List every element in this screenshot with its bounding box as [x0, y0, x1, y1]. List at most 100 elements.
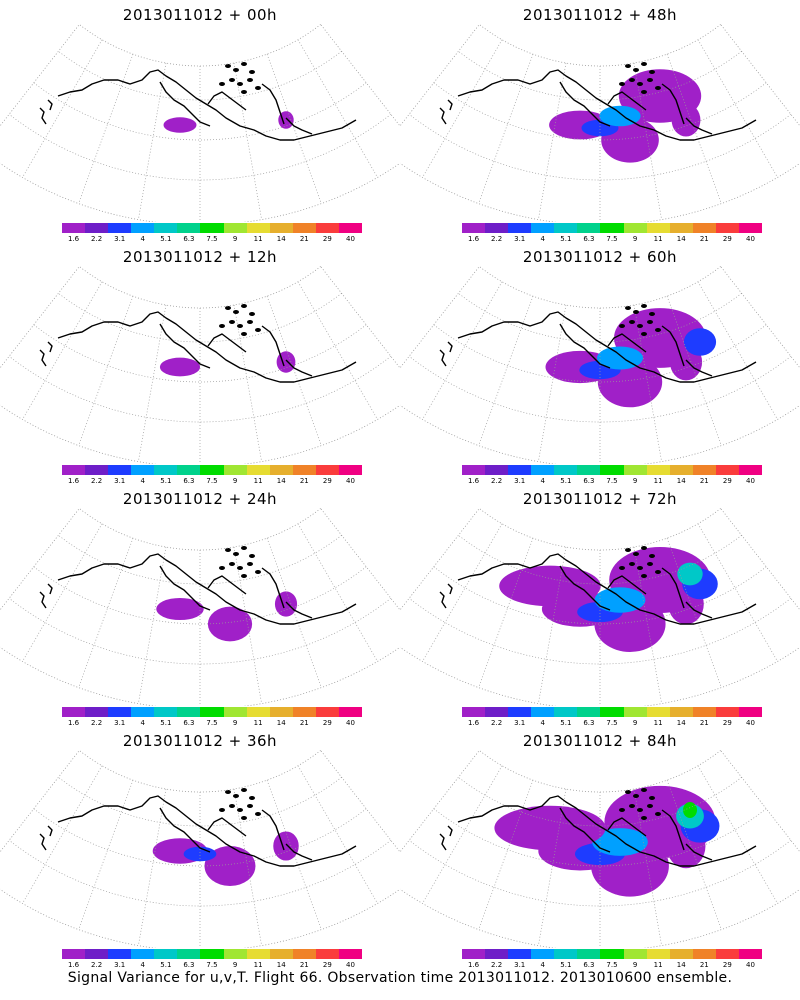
map-frame: [400, 507, 800, 706]
colorbar-swatch: [531, 707, 555, 717]
colorbar-labels: 1.6 2.2 3.1 4 5.1 6.3 7.5 9 11 14 21 29 40: [62, 719, 362, 729]
colorbar-swatch: [600, 223, 624, 233]
colorbar-swatch: [200, 223, 224, 233]
colorbar-swatch: [508, 465, 532, 475]
graticule: [8, 281, 392, 464]
colorbar-swatch: [623, 707, 647, 717]
colorbar-swatch: [154, 465, 178, 475]
colorbar-swatch: [131, 949, 155, 959]
colorbar-swatch: [600, 707, 624, 717]
variance-contour: [207, 606, 253, 642]
colorbar-label: 1.6: [67, 235, 80, 243]
colorbar-label: 1.6: [467, 235, 480, 243]
colorbar-label: 9: [232, 719, 238, 727]
polar-map: [400, 23, 800, 222]
colorbar-label: 5.1: [160, 477, 172, 485]
colorbar-labels: 1.6 2.2 3.1 4 5.1 6.3 7.5 9 11 14 21 29 40: [62, 961, 362, 971]
colorbar-swatch: [269, 949, 293, 959]
colorbar-label: 11: [653, 477, 663, 485]
map-frame: [0, 265, 400, 464]
colorbar-label: 1.6: [67, 477, 80, 485]
colorbar-label: 6.3: [583, 477, 595, 485]
colorbar-label: 40: [345, 961, 355, 969]
colorbar-swatch: [508, 707, 532, 717]
colorbar-label: 7.5: [206, 719, 218, 727]
colorbar-label: 14: [676, 961, 686, 969]
colorbar-swatch: [292, 949, 316, 959]
colorbar-swatch: [131, 707, 155, 717]
colorbar-label: 1.6: [467, 719, 480, 727]
colorbar-label: 9: [232, 235, 238, 243]
colorbar-label: 4: [540, 961, 545, 969]
colorbar-swatch: [692, 465, 716, 475]
colorbar-swatch: [292, 223, 316, 233]
colorbar-swatch: [131, 465, 155, 475]
forecast-panel: 2013011012 + 00h 1.6 2.2 3.1 4 5.1 6.3 7.5 9 11 14…: [0, 0, 400, 245]
colorbar-swatch: [223, 949, 247, 959]
colorbar-label: 4: [140, 235, 145, 243]
colorbar-label: 1.6: [67, 719, 80, 727]
colorbar-label: 2.2: [91, 477, 103, 485]
colorbar-swatch: [485, 223, 509, 233]
colorbar-swatch: [62, 465, 86, 475]
graticule: [408, 523, 792, 706]
colorbar-label: 14: [676, 477, 686, 485]
colorbar-labels: 1.6 2.2 3.1 4 5.1 6.3 7.5 9 11 14 21 29 40: [462, 235, 762, 245]
colorbar-swatch: [531, 949, 555, 959]
colorbar-swatch: [315, 949, 339, 959]
variance-contour: [683, 802, 697, 818]
colorbar-swatch: [62, 223, 86, 233]
colorbar-label: 2.2: [491, 477, 503, 485]
colorbar-labels: 1.6 2.2 3.1 4 5.1 6.3 7.5 9 11 14 21 29 40: [62, 477, 362, 487]
colorbar-swatch: [646, 707, 670, 717]
colorbar-swatch: [508, 223, 532, 233]
colorbar-labels: 1.6 2.2 3.1 4 5.1 6.3 7.5 9 11 14 21 29 40: [62, 235, 362, 245]
colorbar-label: 4: [540, 477, 545, 485]
colorbar-swatch: [485, 465, 509, 475]
colorbar-swatch: [577, 465, 601, 475]
variance-contour: [683, 328, 717, 356]
colorbar-label: 7.5: [206, 961, 218, 969]
graticule: [8, 39, 392, 222]
colorbar-label: 2.2: [491, 961, 503, 969]
colorbar-label: 5.1: [160, 235, 172, 243]
polar-map: [0, 265, 400, 464]
map-frame: [400, 265, 800, 464]
colorbar-label: 5.1: [560, 961, 572, 969]
colorbar-label: 3.1: [514, 477, 526, 485]
colorbar-label: 4: [140, 961, 145, 969]
colorbar-label: 9: [632, 719, 638, 727]
colorbar: [62, 223, 363, 233]
colorbar-label: 11: [653, 235, 663, 243]
colorbar-labels: 1.6 2.2 3.1 4 5.1 6.3 7.5 9 11 14 21 29 40: [462, 477, 762, 487]
colorbar-swatch: [269, 465, 293, 475]
forecast-panel: 2013011012 + 72h 1.6 2.2 3.1 4 5.1 6.3 7.5 9 11 14…: [400, 484, 800, 727]
colorbar-label: 3.1: [514, 719, 526, 727]
forecast-panel: 2013011012 + 36h 1.6 2.2 3.1 4 5.1 6.3 7.5 9 11 14…: [0, 726, 400, 971]
colorbar-label: 29: [322, 477, 332, 485]
colorbar-label: 14: [276, 235, 286, 243]
colorbar-label: 9: [232, 477, 238, 485]
panel-title: 2013011012 + 60h: [522, 248, 678, 266]
colorbar-label: 21: [699, 961, 709, 969]
map-frame: [0, 507, 400, 706]
forecast-panel: 2013011012 + 24h 1.6 2.2 3.1 4 5.1 6.3 7.5 9 11 14…: [0, 484, 400, 729]
colorbar-label: 21: [299, 719, 309, 727]
colorbar-swatch: [577, 223, 601, 233]
colorbar-swatch: [177, 465, 201, 475]
colorbar-swatch: [292, 465, 316, 475]
map-frame: [400, 23, 800, 222]
colorbar-swatch: [154, 707, 178, 717]
polar-map: [400, 749, 800, 948]
colorbar-label: 40: [745, 235, 755, 243]
colorbar-swatch: [315, 465, 339, 475]
colorbar-label: 9: [632, 961, 638, 969]
colorbar-swatch: [577, 707, 601, 717]
colorbar-label: 21: [699, 719, 709, 727]
colorbar-label: 6.3: [583, 961, 595, 969]
colorbar-label: 6.3: [183, 477, 195, 485]
colorbar-swatch: [623, 949, 647, 959]
colorbar-label: 6.3: [183, 235, 195, 243]
colorbar-swatch: [269, 223, 293, 233]
colorbar-label: 1.6: [67, 961, 80, 969]
